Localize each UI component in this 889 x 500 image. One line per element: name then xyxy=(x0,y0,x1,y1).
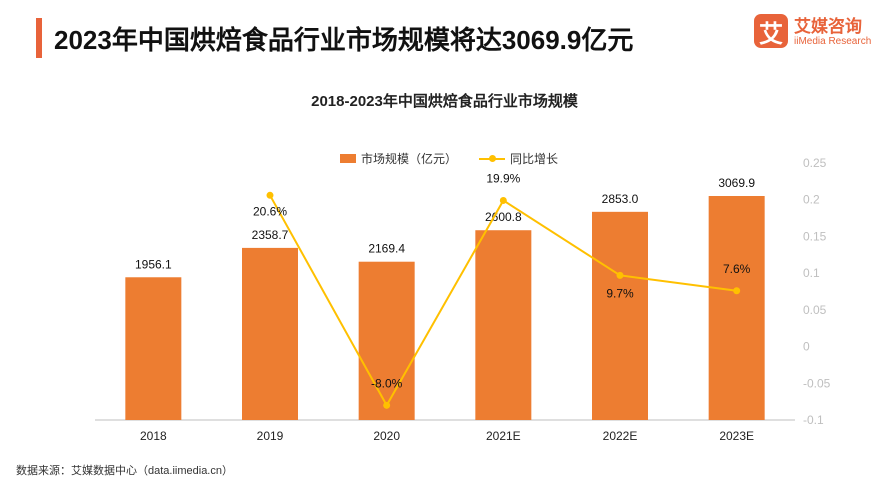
x-tick-label-2021E: 2021E xyxy=(486,429,521,443)
bar-value-label-2019: 2358.7 xyxy=(252,228,289,242)
y2-tick-label: 0.25 xyxy=(803,156,827,170)
iimedia-logo: 艾 艾媒咨询 iiMedia Research xyxy=(754,12,884,56)
growth-label-2021E: 19.9% xyxy=(486,171,520,185)
x-tick-label-2022E: 2022E xyxy=(603,429,638,443)
growth-label-2019: 20.6% xyxy=(253,204,287,218)
growth-label-2022E: 9.7% xyxy=(606,286,634,300)
bar-value-label-2020: 2169.4 xyxy=(368,242,405,256)
growth-point-2022E xyxy=(616,271,624,279)
y2-tick-label: -0.05 xyxy=(803,376,831,390)
data-source-note: 数据来源：艾媒数据中心（data.iimedia.cn） xyxy=(16,465,233,477)
x-tick-label-2023E: 2023E xyxy=(719,429,754,443)
bar-2018 xyxy=(125,277,182,420)
page-title: 2023年中国烘焙食品行业市场规模将达3069.9亿元 xyxy=(54,25,634,55)
growth-label-2023E: 7.6% xyxy=(723,262,751,276)
growth-point-2023E xyxy=(733,287,741,295)
y2-tick-label: 0.15 xyxy=(803,229,827,243)
bar-value-label-2018: 1956.1 xyxy=(135,257,172,271)
logo-name-cn: 艾媒咨询 xyxy=(794,17,862,37)
y2-tick-label: 0 xyxy=(803,340,810,354)
chart-title: 2018-2023年中国烘焙食品行业市场规模 xyxy=(311,93,578,110)
bar-2019 xyxy=(242,247,298,420)
x-tick-label-2019: 2019 xyxy=(257,429,284,443)
bar-2023E xyxy=(708,196,765,420)
legend-bar-label: 市场规模（亿元） xyxy=(361,151,458,166)
bar-2021E xyxy=(475,230,532,420)
y2-tick-label: 0.05 xyxy=(803,303,827,317)
x-tick-label-2018: 2018 xyxy=(140,429,167,443)
bar-2020 xyxy=(358,261,415,420)
growth-label-2020: -8.0% xyxy=(371,376,403,390)
x-tick-label-2020: 2020 xyxy=(373,429,400,443)
legend-bar-swatch xyxy=(340,153,356,163)
bar-2022E xyxy=(592,211,648,420)
chart-legend: 市场规模（亿元） 同比增长 xyxy=(340,150,558,166)
bar-value-label-2022E: 2853.0 xyxy=(602,192,639,206)
growth-point-2020 xyxy=(383,401,391,409)
bar-value-label-2021E: 2600.8 xyxy=(485,210,522,224)
y2-tick-label: -0.1 xyxy=(803,413,824,427)
legend-line-swatch xyxy=(479,154,506,163)
logo-mark: 艾 xyxy=(754,14,788,48)
y2-tick-label: 0.2 xyxy=(803,193,820,207)
growth-point-2021E xyxy=(499,196,507,204)
growth-point-2019 xyxy=(266,191,274,199)
y2-tick-label: 0.1 xyxy=(803,266,820,280)
legend-line-label: 同比增长 xyxy=(510,151,559,166)
logo-name-en: iiMedia Research xyxy=(794,36,872,47)
title-accent-bar xyxy=(36,18,42,58)
bar-value-label-2023E: 3069.9 xyxy=(718,176,755,190)
